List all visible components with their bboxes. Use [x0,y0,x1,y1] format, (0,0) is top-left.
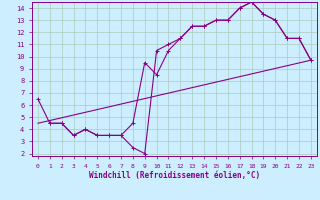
X-axis label: Windchill (Refroidissement éolien,°C): Windchill (Refroidissement éolien,°C) [89,171,260,180]
